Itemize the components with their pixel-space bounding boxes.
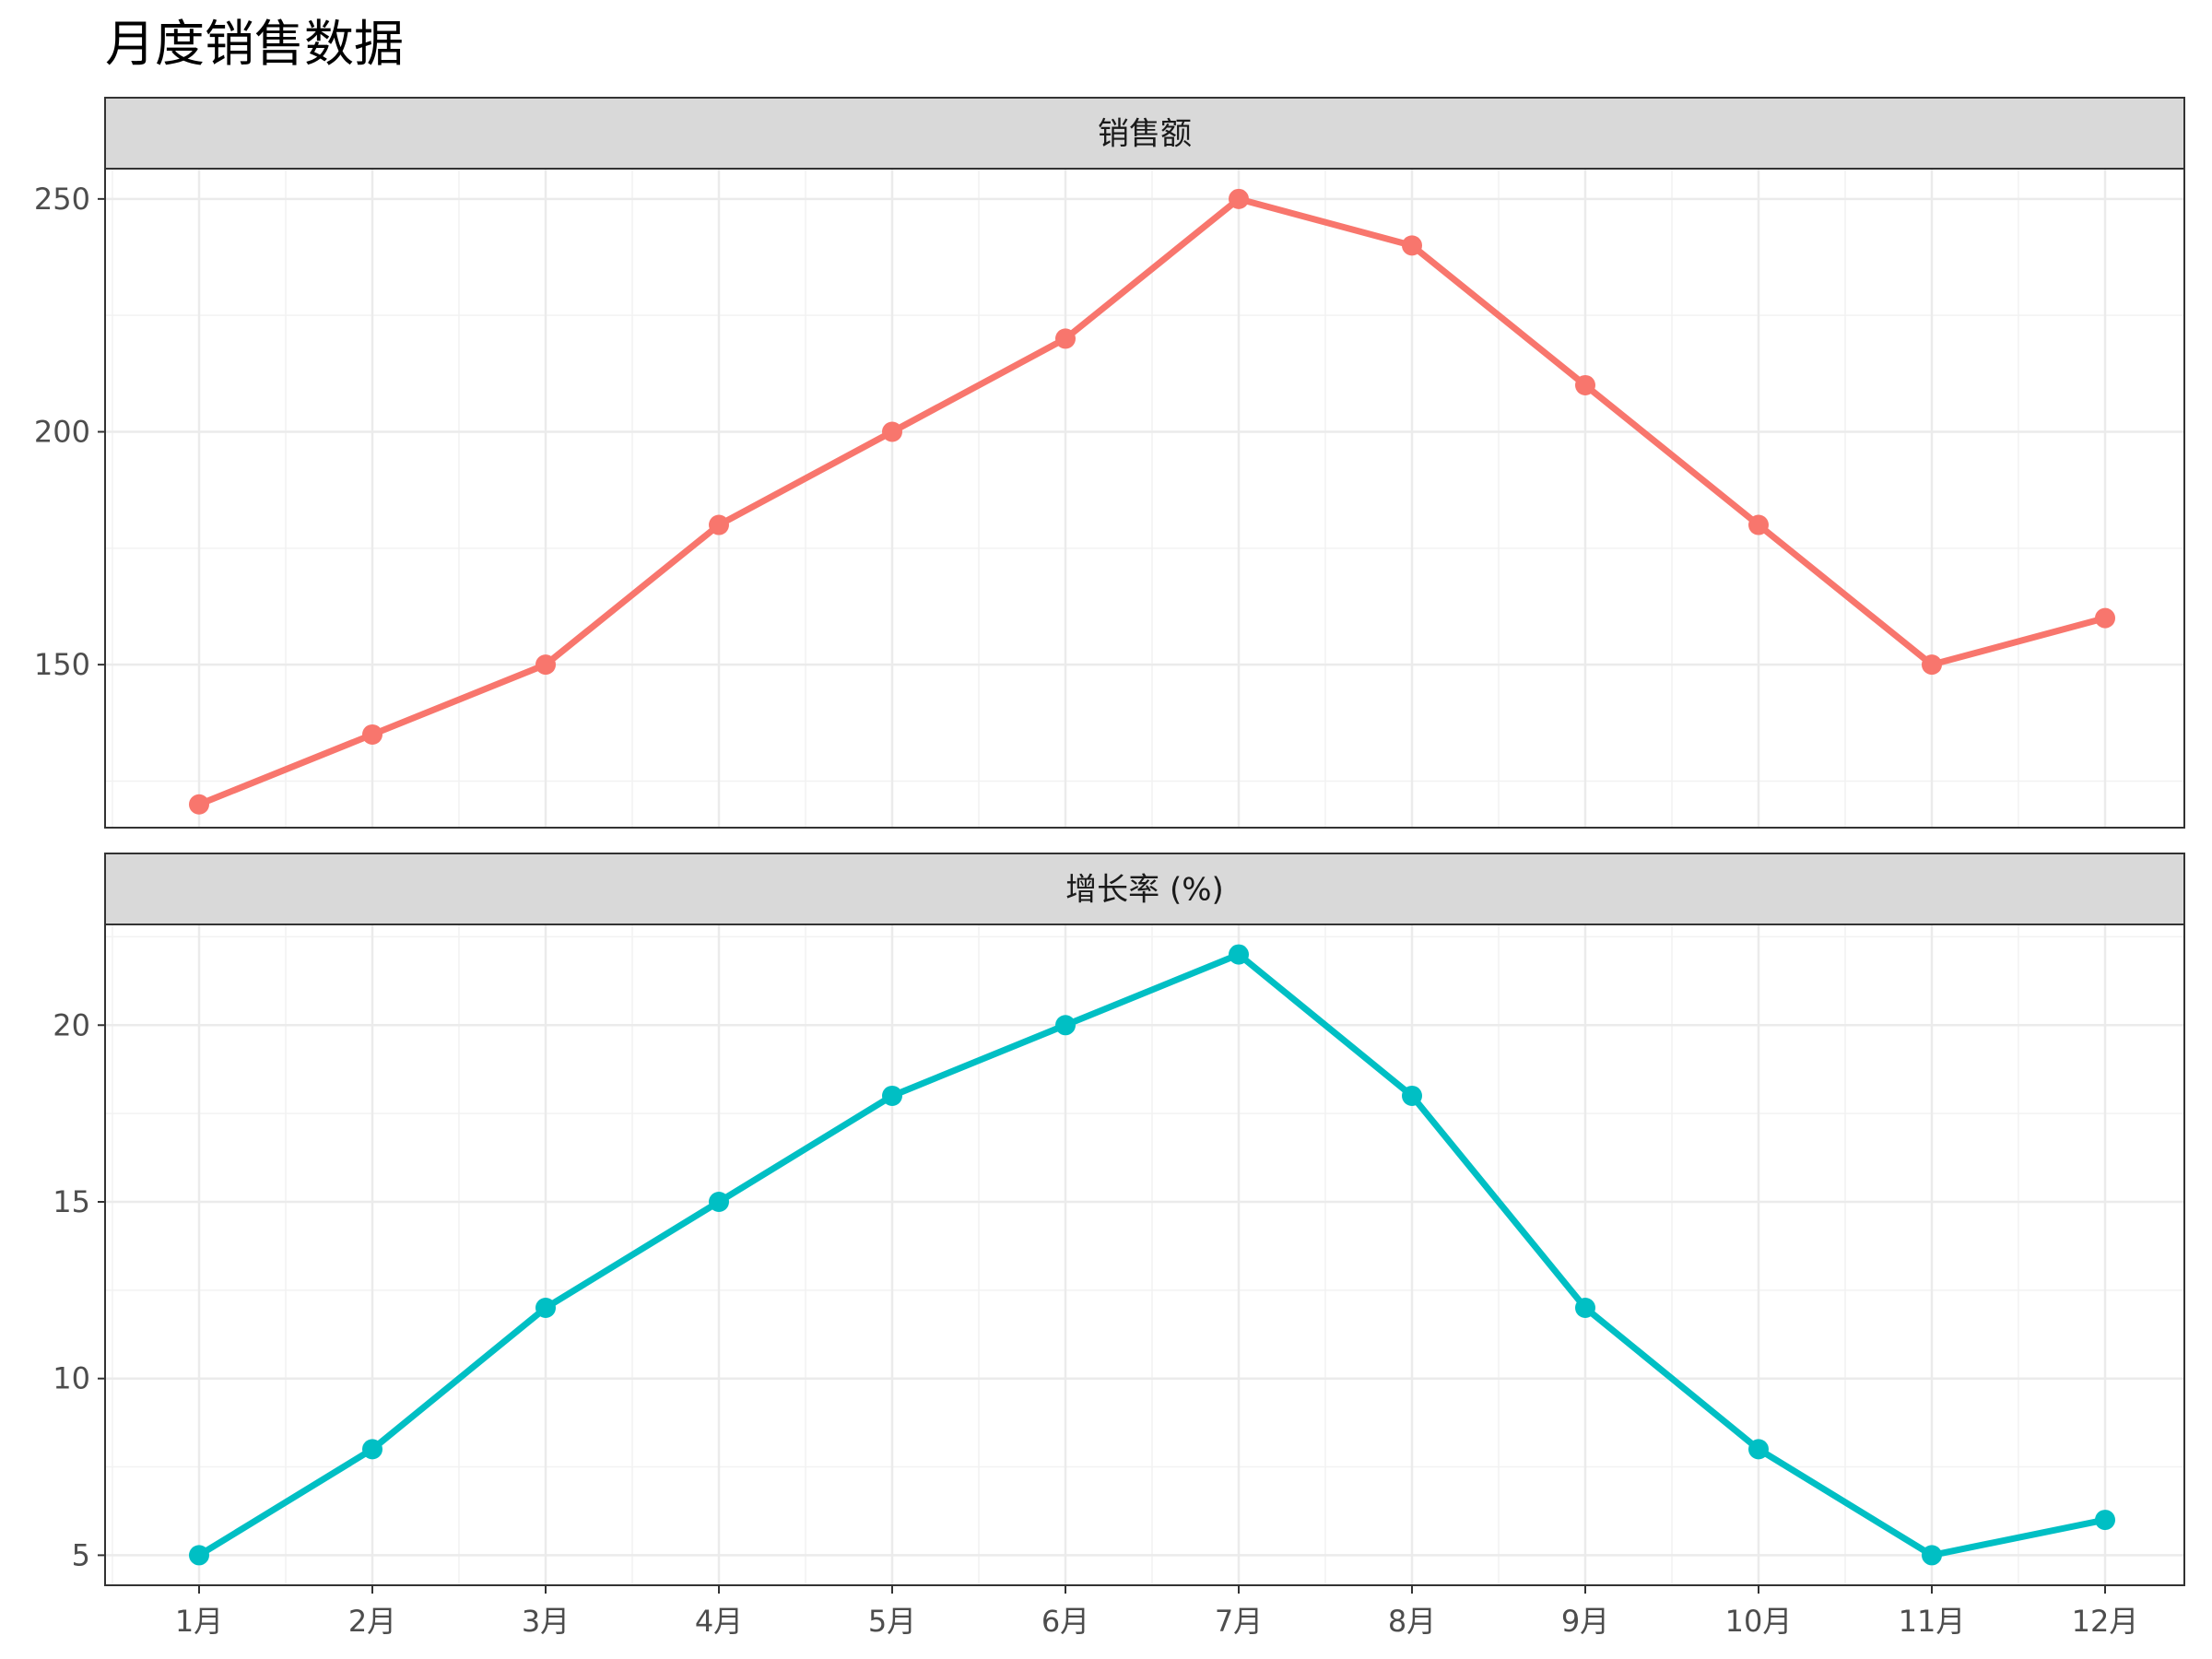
x-tick-label: 7月: [1215, 1604, 1263, 1639]
data-point: [1922, 1545, 1942, 1566]
data-point: [709, 514, 729, 535]
x-tick-label: 3月: [522, 1604, 570, 1639]
data-point: [1229, 944, 1249, 965]
facet-panel-2: 增长率 (%) 5 10 15 20 1月 2月 3月 4月 5月 6月 7月 8月 9月 10月 11月 12…: [53, 853, 2185, 1639]
x-tick-label: 2月: [348, 1604, 396, 1639]
data-point: [535, 654, 556, 676]
data-point: [709, 1191, 729, 1212]
data-point: [1402, 1085, 1422, 1106]
x-tick-label: 12月: [2072, 1604, 2139, 1639]
data-point: [1575, 1298, 1595, 1319]
chart-title: 月度销售数据: [105, 15, 404, 73]
data-point: [362, 1439, 382, 1460]
y-tick-label: 250: [34, 182, 90, 217]
x-tick-label: 6月: [1041, 1604, 1089, 1639]
data-point: [362, 724, 382, 745]
data-point: [1922, 654, 1942, 676]
data-point: [1575, 374, 1595, 395]
facet-strip: [104, 97, 2185, 170]
panel-background: [105, 169, 2184, 828]
y-tick-label: 5: [72, 1537, 90, 1572]
facet-panel-1: 销售额 150 200 250: [34, 97, 2185, 829]
data-point: [1229, 188, 1249, 209]
x-tick-label: 11月: [1899, 1604, 1966, 1639]
data-point: [535, 1298, 556, 1319]
series-line: [195, 951, 2109, 1559]
x-tick-label: 10月: [1725, 1604, 1793, 1639]
data-point: [1748, 1439, 1769, 1460]
facet-panels: 销售额 150 200 250 增长率 (%) 5 10 15 20 1月 2月 3月 4月 5月 6月 7月…: [34, 97, 2185, 1639]
y-tick-label: 20: [53, 1007, 90, 1042]
x-tick-label: 8月: [1388, 1604, 1436, 1639]
facet-strip-label: 销售额: [1098, 116, 1192, 153]
data-point: [882, 421, 902, 442]
y-tick-label: 150: [34, 647, 90, 682]
series-line: [195, 195, 2109, 808]
data-point: [189, 1545, 209, 1566]
data-point: [1402, 235, 1422, 256]
panel-background: [105, 924, 2184, 1585]
x-tick-label: 9月: [1561, 1604, 1609, 1639]
facet-strip: [104, 853, 2185, 925]
y-tick-label: 200: [34, 414, 90, 449]
x-tick-label: 1月: [175, 1604, 223, 1639]
x-tick-label: 4月: [695, 1604, 743, 1639]
facet-strip-label: 增长率 (%): [1065, 872, 1224, 909]
data-point: [1055, 328, 1076, 349]
data-point: [189, 794, 209, 815]
panel-border: [104, 924, 2185, 1586]
data-point: [882, 1085, 902, 1106]
data-point: [1748, 514, 1769, 535]
data-point: [2095, 1510, 2115, 1531]
panel-border: [104, 168, 2185, 829]
x-tick-label: 5月: [868, 1604, 916, 1639]
y-tick-label: 10: [53, 1361, 90, 1396]
data-point: [1055, 1015, 1076, 1036]
y-tick-label: 15: [53, 1184, 90, 1219]
data-point: [2095, 607, 2115, 629]
